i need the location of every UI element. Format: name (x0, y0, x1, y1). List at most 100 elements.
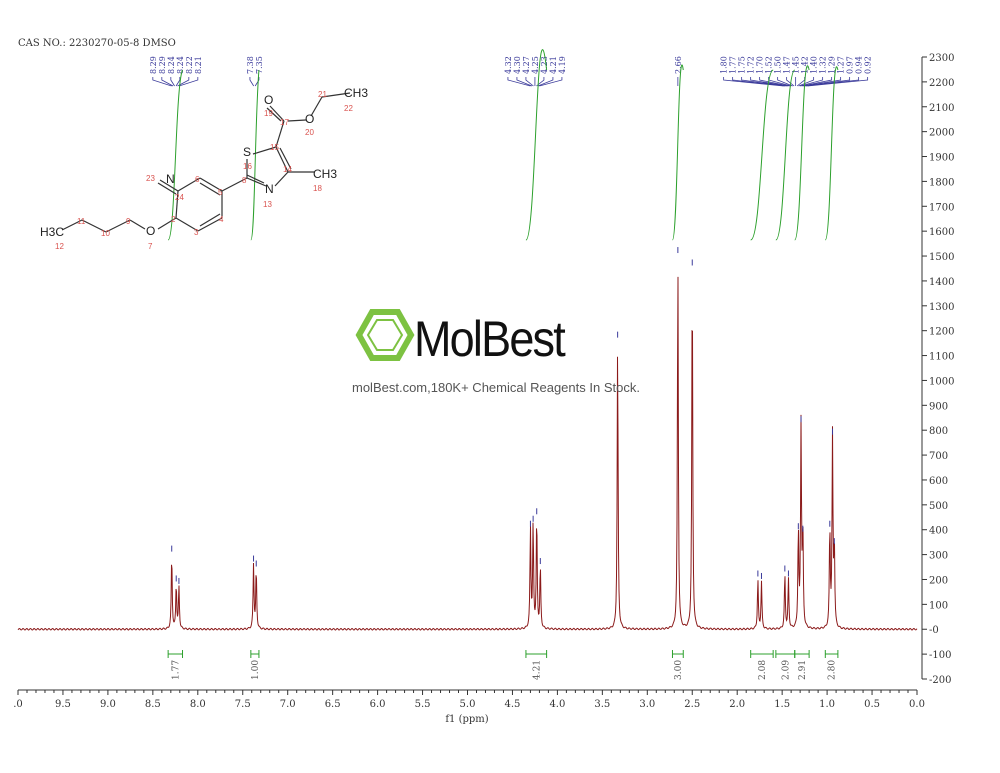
integral-curve (750, 69, 774, 241)
x-tick-label: 1.5 (774, 699, 790, 710)
structure-bond (105, 219, 131, 233)
x-tick-label: 8.0 (190, 699, 206, 710)
peak-label-connector (254, 77, 260, 87)
y-tick-label: 1000 (929, 376, 954, 387)
integral-curve (250, 69, 260, 241)
atom-number: 7 (148, 242, 153, 251)
peak-label: 2.66 (674, 56, 683, 74)
x-axis-label: f1 (ppm) (445, 714, 488, 725)
peak-label-connector (732, 77, 786, 87)
integral-value: 1.00 (251, 660, 261, 680)
integral-value: 2.08 (758, 660, 768, 680)
peak-label: 1.72 (747, 56, 756, 74)
watermark-tagline: molBest.com,180K+ Chemical Reagents In S… (352, 380, 640, 395)
integral-curve (824, 66, 839, 241)
peak-label-connector (723, 77, 784, 87)
y-tick-label: 1900 (929, 153, 954, 164)
peak-label: 1.75 (738, 56, 747, 74)
peak-label: 1.32 (819, 56, 828, 74)
atom-number: 10 (101, 229, 110, 238)
peak-label: 4.32 (504, 56, 513, 74)
atom-number: 19 (264, 109, 273, 118)
atom-label: O (305, 112, 314, 126)
peak-label: 1.70 (756, 56, 765, 74)
peak-label: 8.24 (176, 56, 185, 74)
structure-bond (199, 177, 223, 192)
peak-label-connector (539, 77, 563, 87)
peak-label-connector (525, 77, 534, 87)
integral-curve (794, 65, 810, 241)
atom-number: 5 (218, 188, 223, 197)
y-tick-label: 2200 (929, 78, 954, 89)
atom-label: N (265, 182, 274, 196)
atom-number: 13 (263, 200, 272, 209)
x-tick-label: 1.0 (819, 699, 835, 710)
peak-label: 1.27 (837, 56, 846, 74)
peak-label-connector (507, 77, 531, 87)
y-tick-label: 1100 (929, 352, 954, 363)
peak-label-connector (516, 77, 533, 87)
structure-bond (199, 182, 221, 196)
atom-number: 21 (318, 90, 327, 99)
structure-bond (279, 147, 292, 170)
peak-label: 8.24 (167, 56, 176, 74)
y-tick-label: 900 (929, 401, 948, 412)
x-tick-label: 3.0 (639, 699, 655, 710)
y-tick-label: 1600 (929, 227, 954, 238)
integral-value: 3.00 (674, 660, 684, 680)
x-tick-label: 0.0 (909, 699, 925, 710)
structure-bond (275, 120, 285, 148)
structure-bond (246, 174, 265, 184)
integral-value: 2.80 (828, 660, 838, 680)
x-tick-label: 6.0 (370, 699, 386, 710)
peak-label-connector (803, 77, 842, 87)
peak-label-connector (536, 77, 545, 87)
peak-label-connector (249, 77, 255, 87)
peak-label-connector (537, 77, 554, 87)
peak-label: 0.92 (864, 56, 873, 74)
peak-label: 1.80 (720, 56, 729, 74)
peak-label-connector (796, 77, 806, 87)
atom-number: 2 (171, 215, 176, 224)
x-tick-label: 8.5 (145, 699, 161, 710)
peak-label: 7.38 (246, 56, 255, 74)
y-tick-label: -0 (929, 625, 939, 636)
peak-label: 1.40 (810, 56, 819, 74)
peak-label: 8.29 (149, 56, 158, 74)
structure-bond (321, 92, 351, 98)
structure-bond (81, 219, 107, 233)
peak-label-connector (798, 77, 815, 87)
peak-label-connector (759, 77, 790, 87)
atom-number: 12 (55, 242, 64, 251)
structure-bond (310, 96, 323, 117)
peak-label: 8.29 (158, 56, 167, 74)
peak-label: 1.47 (783, 56, 792, 74)
peak-label: 0.94 (855, 56, 864, 74)
peak-label-connector (750, 77, 789, 87)
y-tick-label: 1800 (929, 177, 954, 188)
structure-bond (221, 177, 248, 192)
structure-bond (252, 146, 277, 155)
x-tick-label: 4.0 (549, 699, 565, 710)
x-tick-label: 2.0 (729, 699, 745, 710)
peak-label: 4.27 (522, 56, 531, 74)
y-tick-label: 200 (929, 575, 948, 586)
atom-number: 15 (270, 143, 279, 152)
y-tick-label: 400 (929, 526, 948, 537)
atom-number: 23 (146, 174, 155, 183)
atom-number: 18 (313, 184, 322, 193)
peak-label-connector (804, 77, 851, 87)
atom-label: CH3 (313, 167, 337, 181)
atom-label: O (146, 224, 155, 238)
atom-number: 4 (219, 215, 224, 224)
atom-label: O (264, 93, 273, 107)
structure-bond (159, 179, 179, 192)
cas-label: CAS NO.: 2230270-05-8 DMSO (18, 38, 176, 49)
integral-value: 2.91 (798, 660, 808, 680)
peak-label: 0.97 (846, 56, 855, 74)
atom-label: N (166, 172, 175, 186)
peak-label: 1.77 (729, 56, 738, 74)
atom-number: 3 (194, 228, 199, 237)
atom-number: 16 (243, 162, 252, 171)
